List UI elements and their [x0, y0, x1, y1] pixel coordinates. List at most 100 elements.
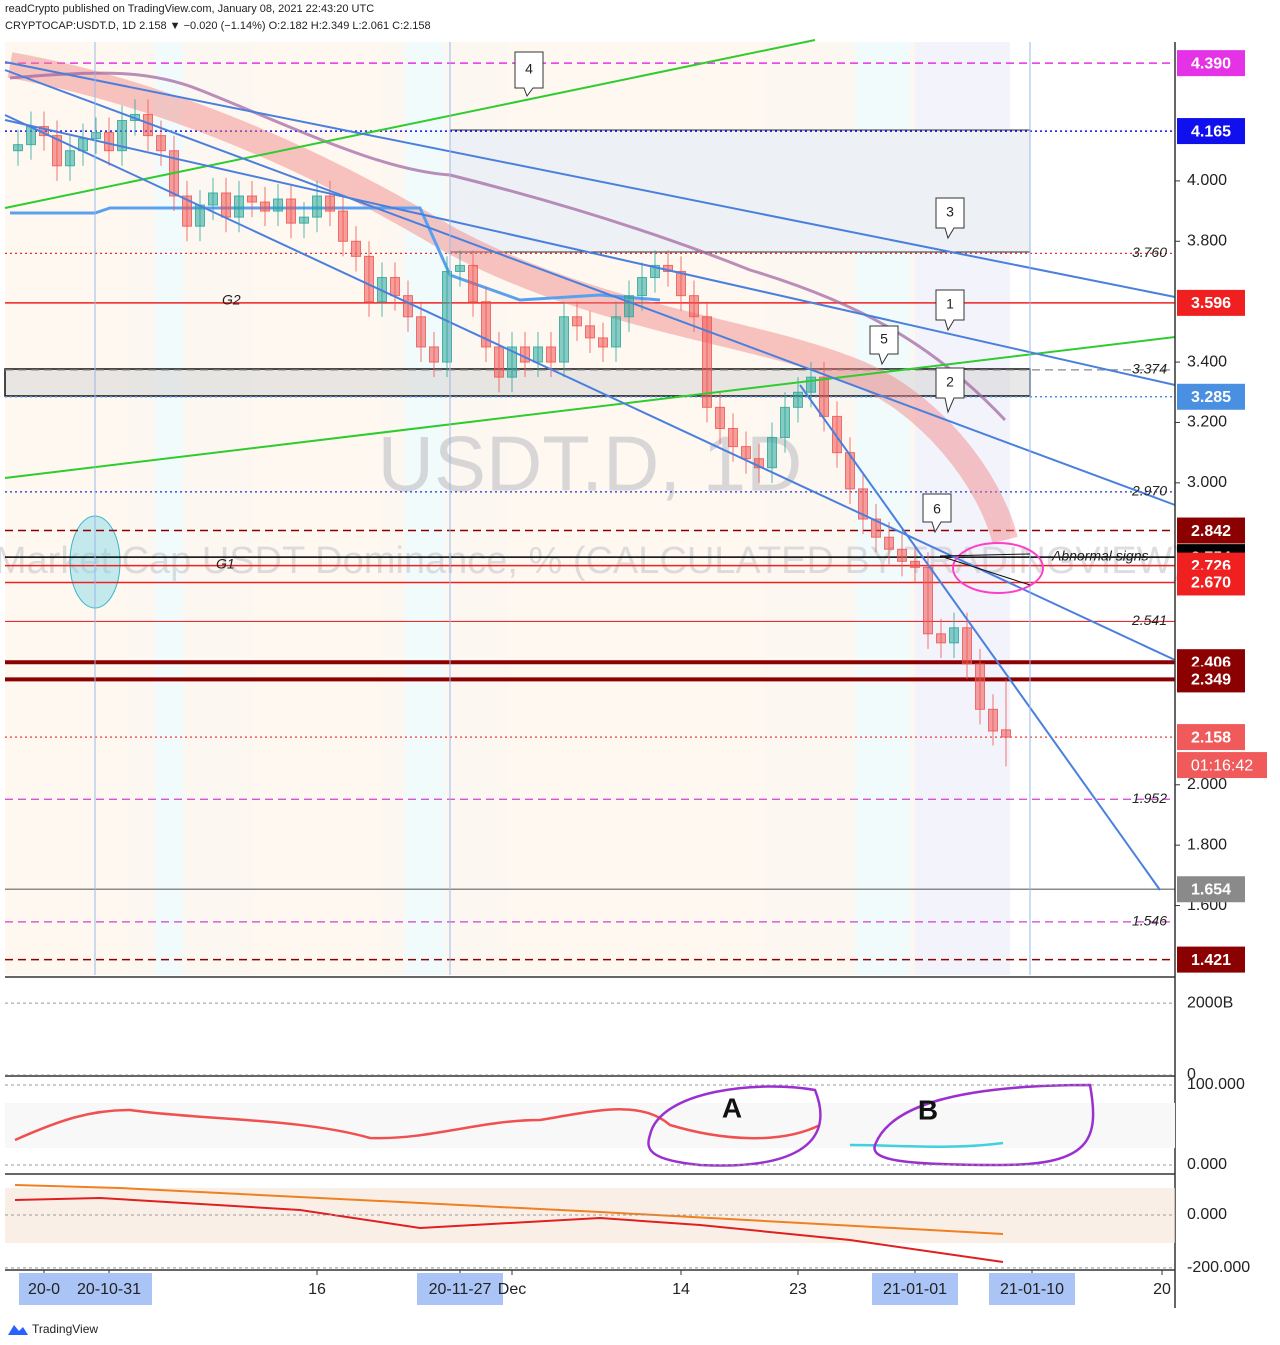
y-tick-label: 3.400 [1187, 353, 1227, 370]
watermark-title: USDT.D, 1D [378, 420, 803, 508]
y-tick-label: 2.000 [1187, 776, 1227, 793]
trend-lines [4, 39, 1176, 975]
oscillator-deco [5, 1083, 1175, 1167]
candle-body [221, 192, 231, 218]
g2-label: G2 [222, 292, 241, 308]
candle-body [533, 346, 543, 363]
candle-body [871, 518, 881, 538]
callout-2: 2 [946, 374, 954, 390]
candle-body [91, 132, 101, 140]
candle-body [780, 406, 790, 439]
price-tag: 1.654 [1191, 881, 1231, 898]
x-tick-label: Dec [498, 1281, 526, 1298]
candle-body [52, 135, 62, 167]
price-tag-box [1177, 289, 1245, 316]
countdown: 01:16:42 [1191, 757, 1253, 774]
candle-body [793, 391, 803, 408]
candle-body [637, 277, 647, 297]
callout-4: 4 [525, 61, 533, 77]
candle-body [624, 295, 634, 318]
candle-body [156, 135, 166, 152]
candle-body [741, 446, 751, 460]
price-tag: 4.390 [1191, 55, 1231, 72]
candle-body [650, 264, 660, 279]
candle-body [494, 346, 504, 378]
g1-label: G1 [216, 556, 235, 572]
candle-body [676, 270, 686, 297]
candle-body [598, 337, 608, 348]
candle-body [767, 437, 777, 469]
callout-3: 3 [946, 204, 954, 220]
price-tag: 2.670 [1191, 575, 1231, 592]
candle-body [1001, 729, 1011, 738]
candle-body [845, 452, 855, 490]
price-tag: 2.349 [1191, 672, 1231, 689]
price-tag: 2.158 [1191, 729, 1231, 746]
trend-line-red [14, 1196, 1004, 1263]
candle-body [832, 415, 842, 454]
candle-body [949, 627, 959, 644]
label-a: A [722, 1092, 742, 1123]
candle-body [962, 627, 972, 665]
x-tick-label: 20 [1153, 1281, 1171, 1298]
candle-body [689, 295, 699, 318]
brand: TradingView [32, 1322, 98, 1336]
baseline-line [10, 206, 661, 302]
candle-body [390, 277, 400, 297]
watermark-subtitle: Market Cap USDT Dominance, % (CALCULATED… [0, 540, 1185, 582]
price-tag-box [1177, 946, 1245, 973]
candle-body [13, 144, 23, 152]
callouts [514, 51, 965, 534]
y-tick-label: 1.800 [1187, 836, 1227, 853]
price-tag-box [1177, 569, 1245, 596]
level-note: 3.374 [1132, 361, 1167, 377]
candle-body [702, 316, 712, 408]
label-b: B [918, 1094, 938, 1125]
x-tick-label: 21-01-01 [883, 1281, 947, 1298]
panel-tick-label: 0 [1187, 1066, 1196, 1083]
candle-body [611, 316, 621, 348]
ma-ribbon [7, 52, 1018, 544]
candle-body [546, 346, 556, 363]
candle-body [429, 346, 439, 363]
price-tag-box [1177, 118, 1245, 145]
candle-body [858, 488, 868, 520]
y-tick-label: 4.000 [1187, 172, 1227, 189]
panel-tick-label: 0.000 [1187, 1156, 1227, 1173]
panel-tick-label: 0.000 [1187, 1206, 1227, 1223]
panel-tick-label: 100.000 [1187, 1076, 1245, 1093]
x-tick-box [66, 1273, 152, 1305]
y-tick-label: 3.800 [1187, 233, 1227, 250]
price-tag-box [1177, 50, 1245, 77]
candle-body [806, 376, 816, 393]
candle-body [325, 195, 335, 212]
candle-body [416, 316, 426, 348]
candle-body [585, 325, 595, 339]
candle-body [312, 195, 322, 218]
candle-body [247, 195, 257, 203]
candle-body [455, 264, 465, 272]
price-tag-box [1177, 876, 1245, 903]
candle-body [104, 132, 114, 152]
candle-body [338, 210, 348, 242]
candle-body [559, 316, 569, 363]
candle-body [520, 346, 530, 363]
callout-5: 5 [880, 331, 888, 347]
candle-body [975, 663, 985, 710]
candle-body [884, 536, 894, 550]
candle-body [351, 240, 361, 257]
candle-body [988, 708, 998, 732]
candle-body [715, 406, 725, 429]
candle-body [897, 548, 907, 562]
x-tick-box [989, 1273, 1075, 1305]
price-tag-box [1177, 666, 1245, 693]
panel-borders [5, 42, 1176, 1308]
price-tag: 3.285 [1191, 389, 1231, 406]
level-note: 3.760 [1132, 244, 1167, 260]
publisher: readCrypto published on TradingView.com,… [5, 3, 374, 15]
price-tag: 1.421 [1191, 952, 1231, 969]
candle-body [936, 633, 946, 644]
logo [8, 1325, 28, 1335]
trend-line-orange [14, 1184, 1004, 1235]
trend-band [5, 1188, 1175, 1243]
